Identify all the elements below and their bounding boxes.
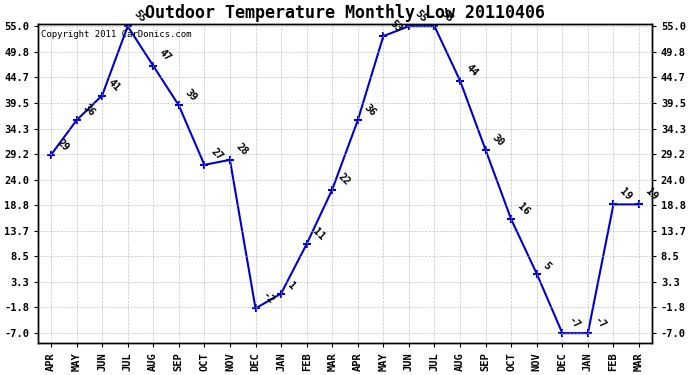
Text: 55: 55 [132, 8, 148, 24]
Text: 55: 55 [439, 8, 455, 24]
Text: 30: 30 [490, 132, 506, 148]
Text: 27: 27 [208, 147, 224, 163]
Text: 36: 36 [362, 102, 378, 118]
Text: 55: 55 [413, 8, 429, 24]
Text: -7: -7 [592, 315, 608, 331]
Text: 5: 5 [541, 260, 553, 272]
Title: Outdoor Temperature Monthly Low 20110406: Outdoor Temperature Monthly Low 20110406 [145, 4, 545, 22]
Text: 53: 53 [388, 18, 404, 34]
Text: 16: 16 [515, 201, 531, 217]
Text: -7: -7 [566, 315, 582, 331]
Text: 47: 47 [157, 48, 173, 64]
Text: -2: -2 [259, 290, 275, 306]
Text: 29: 29 [55, 137, 71, 153]
Text: Copyright 2011 CarDonics.com: Copyright 2011 CarDonics.com [41, 30, 192, 39]
Text: 44: 44 [464, 63, 480, 78]
Text: 11: 11 [310, 226, 327, 242]
Text: 19: 19 [618, 186, 633, 202]
Text: 19: 19 [643, 186, 659, 202]
Text: 41: 41 [106, 77, 122, 93]
Text: 39: 39 [183, 87, 199, 103]
Text: 36: 36 [81, 102, 97, 118]
Text: 22: 22 [337, 171, 353, 188]
Text: 1: 1 [285, 280, 297, 291]
Text: 28: 28 [234, 142, 250, 158]
